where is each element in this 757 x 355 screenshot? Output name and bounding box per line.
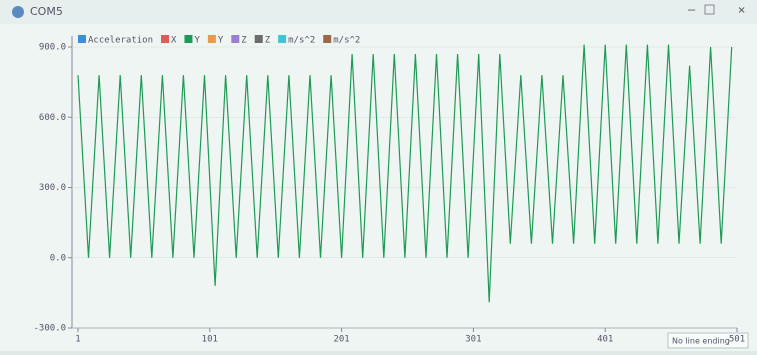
legend-swatch — [323, 35, 331, 43]
legend-swatch — [278, 35, 286, 43]
x-tick-label: 201 — [333, 335, 349, 345]
minimize[interactable]: — — [688, 3, 696, 17]
window-bg — [0, 0, 757, 351]
legend-label: X — [171, 36, 177, 46]
x-tick-label: 301 — [465, 335, 481, 345]
y-tick-label: 600.0 — [39, 113, 66, 123]
y-tick-label: 0.0 — [50, 253, 66, 263]
y-tick-label: 900.0 — [39, 43, 66, 53]
legend-label: Y — [218, 36, 224, 46]
page: COM5 — ✕ No line ending -300.0 0.0 300.0 60… — [0, 0, 757, 351]
legend-label: m/s^2 — [288, 36, 315, 46]
legend-swatch — [78, 35, 86, 43]
legend-swatch — [255, 35, 263, 43]
x-tick-label: 101 — [202, 335, 218, 345]
legend-label: m/s^2 — [333, 36, 360, 46]
y-tick-label: 300.0 — [39, 183, 66, 193]
legend-label: Z — [265, 36, 271, 46]
x-tick-label: 401 — [597, 335, 613, 345]
serial-plotter-window: COM5 — ✕ No line ending -300.0 0.0 300.0 60… — [0, 0, 757, 351]
legend-label: Y — [194, 36, 200, 46]
line-ending-label: No line ending — [672, 337, 730, 346]
legend-swatch — [231, 35, 239, 43]
legend-swatch — [208, 35, 216, 43]
legend-swatch — [161, 35, 169, 43]
x-tick-label: 501 — [729, 335, 745, 345]
legend-label: Acceleration — [88, 36, 153, 46]
legend-label: Z — [241, 36, 247, 46]
legend-swatch — [184, 35, 192, 43]
x-tick-label: 1 — [75, 335, 80, 345]
app-icon — [12, 6, 24, 18]
title-bar — [0, 0, 757, 24]
y-tick-label: -300.0 — [33, 324, 66, 334]
window-title: COM5 — [30, 5, 63, 18]
close[interactable]: ✕ — [738, 3, 745, 17]
